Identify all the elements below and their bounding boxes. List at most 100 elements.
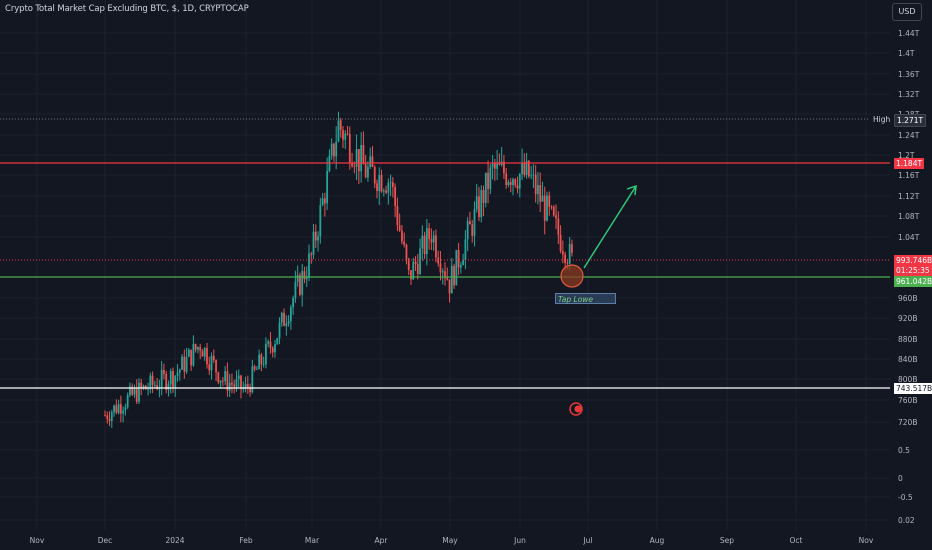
candle-body [514, 179, 517, 186]
candle-body [113, 405, 115, 413]
candle-body [548, 195, 551, 207]
time-tick-label: Oct [790, 536, 803, 545]
candle-body [176, 372, 179, 376]
candle-body [450, 266, 453, 294]
candle-body [106, 415, 109, 420]
price-axis[interactable]: 1.44T1.4T1.36T1.32T1.28T1.24T1.2T1.16T1.… [898, 29, 920, 525]
candle-body [339, 120, 342, 131]
candle-body [201, 350, 204, 357]
chart-title: Crypto Total Market Cap Excluding BTC, $… [5, 4, 249, 14]
candle-body [149, 375, 152, 390]
candle-body [172, 371, 174, 388]
candle-body [430, 239, 433, 243]
price-tick-label: 960B [898, 294, 917, 303]
candle-body [507, 182, 510, 186]
candle-body [244, 384, 247, 388]
candle-body [181, 356, 183, 370]
candle-body [301, 271, 304, 295]
candle-body [231, 382, 233, 385]
candle-body [539, 184, 542, 202]
candle-body [323, 198, 326, 204]
candle-body [228, 382, 231, 391]
candle-body [192, 344, 195, 366]
candle-body [543, 195, 546, 221]
candle-body [362, 145, 365, 165]
candle-body [337, 120, 340, 142]
time-axis[interactable]: Nov Dec 2024 Feb Mar Apr May Jun Jul Aug Sep Oct Nov [30, 536, 874, 545]
candle-body [160, 369, 163, 388]
candle-body [185, 356, 188, 372]
candle-body [151, 375, 154, 386]
candle-body [396, 206, 399, 226]
candle-body [303, 271, 306, 280]
candle-body [342, 130, 344, 140]
candle-body [455, 250, 458, 286]
currency-button[interactable]: USD [892, 3, 922, 21]
candle-body [405, 244, 408, 259]
candle-body [271, 347, 274, 353]
price-tick-label: 760B [898, 396, 917, 405]
time-tick-label: Sep [720, 536, 734, 545]
candle-body [423, 235, 426, 255]
candle-body [314, 231, 317, 241]
candle-body [550, 206, 553, 208]
candle-body [414, 261, 417, 264]
candle-body [401, 230, 403, 242]
time-tick-label: Apr [375, 536, 389, 545]
candle-body [378, 175, 381, 191]
candle-body [559, 234, 562, 252]
time-tick-label: Aug [650, 536, 665, 545]
projection-arrow[interactable] [583, 185, 637, 269]
candle-body [210, 355, 213, 371]
support-price-tag: 961.042B [894, 276, 932, 287]
candle-body [373, 166, 376, 184]
candle-body [459, 264, 462, 268]
candle-body [153, 385, 156, 386]
candle-body [212, 355, 215, 361]
candle-body [394, 187, 397, 207]
candle-body [194, 344, 197, 350]
candle-body [480, 190, 483, 217]
candle-body [473, 209, 476, 236]
candle-body [469, 221, 471, 225]
candle-body [369, 156, 372, 167]
candle-body [344, 133, 347, 140]
tap-low-annotation[interactable]: Tap Lowe [555, 293, 616, 304]
candle-body [233, 384, 236, 387]
candle-body [367, 166, 369, 178]
candle-body [312, 231, 315, 255]
candle-body [552, 206, 555, 216]
candle-body [140, 382, 143, 388]
time-tick-label: Jun [513, 536, 526, 545]
candle-body [530, 175, 533, 177]
candle-body [237, 375, 240, 380]
candle-body [131, 386, 134, 395]
candle-body [215, 360, 217, 373]
candle-body [224, 371, 227, 382]
current-price-tag: 993.746B [894, 255, 932, 266]
candle-body [521, 162, 523, 175]
time-tick-label: Feb [239, 536, 253, 545]
tap-low-circle[interactable] [560, 264, 584, 288]
drawings[interactable] [560, 184, 637, 416]
candle-body [532, 174, 535, 176]
candle-body [335, 141, 338, 157]
candle-body [478, 196, 480, 217]
candle-body [280, 312, 283, 323]
price-tick-label: 1.44T [898, 29, 920, 38]
candle-body [453, 266, 455, 286]
candle-body [208, 364, 211, 371]
candle-body [126, 395, 129, 408]
candle-body [269, 341, 272, 348]
candle-body [310, 253, 313, 255]
candle-body [333, 143, 335, 157]
candle-body [169, 371, 172, 385]
candle-body [260, 354, 263, 365]
candle-body [299, 275, 301, 295]
candle-body [346, 133, 349, 135]
candle-body [564, 254, 567, 263]
candle-body [330, 143, 333, 156]
candles-group [104, 111, 573, 428]
candle-body [119, 404, 122, 414]
